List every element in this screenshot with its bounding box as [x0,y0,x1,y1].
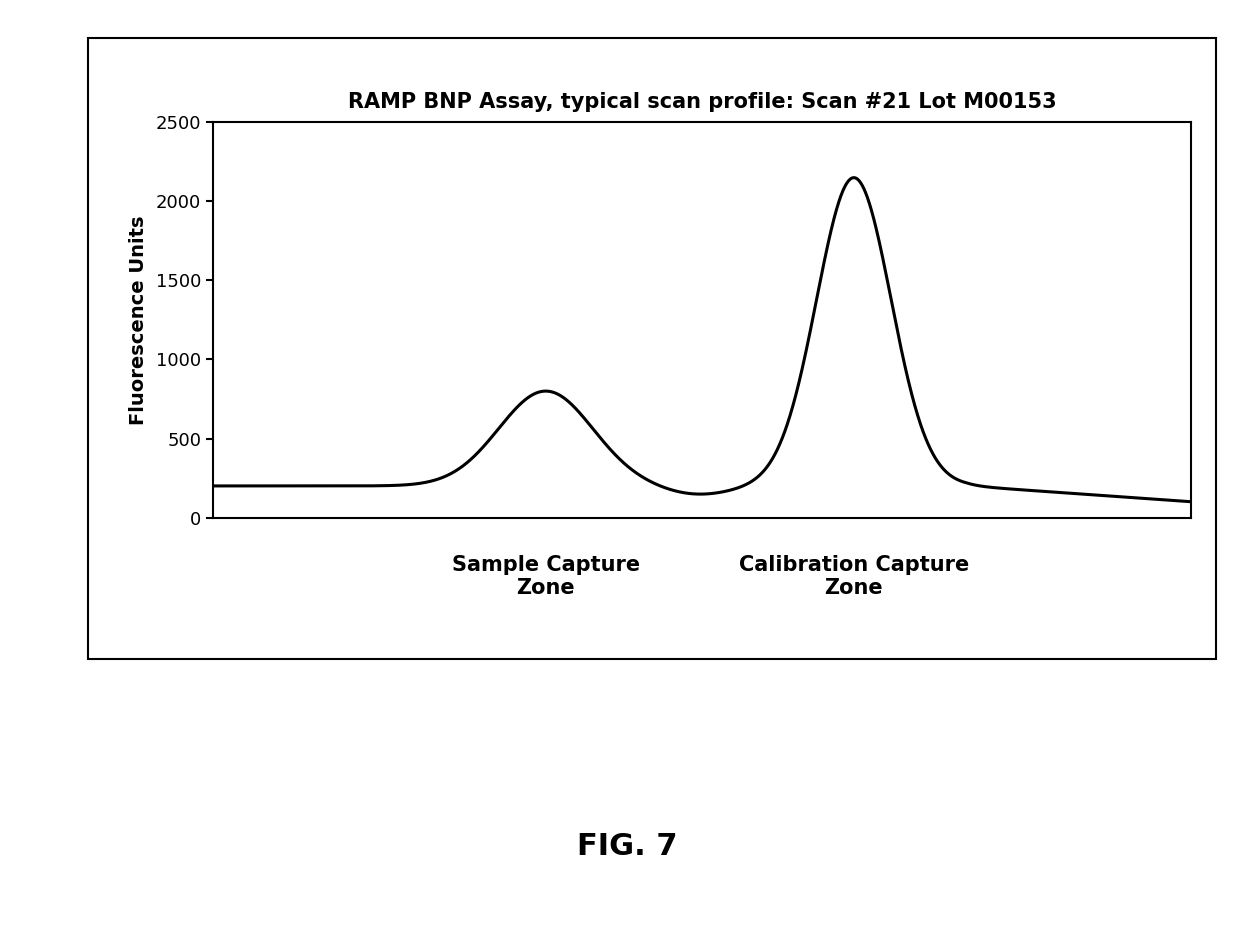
Y-axis label: Fluorescence Units: Fluorescence Units [129,215,148,424]
Text: Sample Capture
Zone: Sample Capture Zone [451,555,640,598]
Text: Calibration Capture
Zone: Calibration Capture Zone [739,555,969,598]
Title: RAMP BNP Assay, typical scan profile: Scan #21 Lot M00153: RAMP BNP Assay, typical scan profile: Sc… [347,92,1057,112]
Text: FIG. 7: FIG. 7 [577,833,677,861]
